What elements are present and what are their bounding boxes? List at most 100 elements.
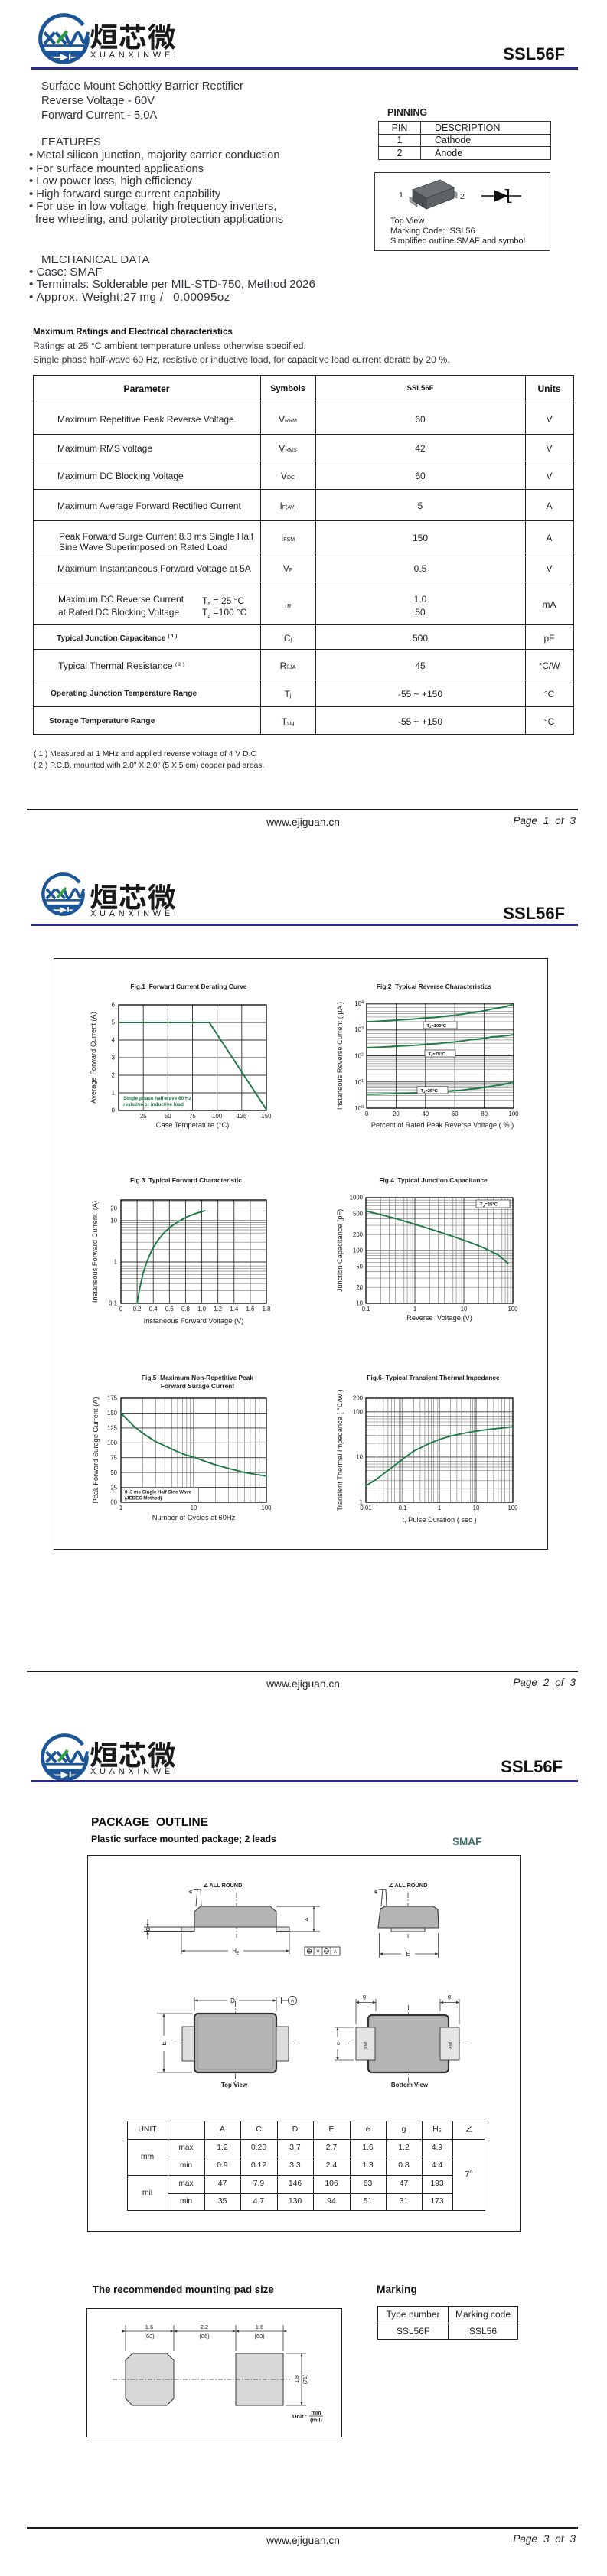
svg-text:8 .3 ms Single Half Sine Wave: 8 .3 ms Single Half Sine Wave: [125, 1490, 192, 1495]
svg-text:200: 200: [353, 1395, 364, 1402]
svg-text:50: 50: [110, 1469, 117, 1476]
svg-text:1: 1: [114, 1259, 117, 1266]
svg-text:1.6: 1.6: [246, 1306, 254, 1312]
svg-text:10: 10: [110, 1218, 117, 1224]
svg-text:150: 150: [107, 1410, 118, 1417]
svg-text:1: 1: [438, 1505, 441, 1511]
svg-text:A: A: [291, 1999, 295, 2004]
svg-text:(mil): (mil): [310, 2417, 322, 2424]
svg-text:Fig.3 Typical Forward Charact: Fig.3 Typical Forward Characteristic: [130, 1176, 242, 1184]
svg-text:0.01: 0.01: [360, 1505, 371, 1511]
svg-text:resistive or inductive load: resistive or inductive load: [123, 1102, 184, 1107]
svg-text:(86): (86): [199, 2333, 210, 2340]
svg-text:100: 100: [261, 1505, 272, 1511]
svg-text:Top View: Top View: [221, 2082, 248, 2089]
svg-text:20: 20: [110, 1205, 117, 1211]
svg-text:100: 100: [508, 1110, 519, 1117]
svg-text:1.8: 1.8: [295, 2375, 300, 2383]
svg-text:1: 1: [112, 1090, 115, 1097]
svg-text:1.0: 1.0: [197, 1306, 207, 1312]
svg-text:102: 102: [354, 1053, 364, 1060]
svg-text:pad: pad: [364, 2042, 369, 2049]
svg-text:10: 10: [191, 1505, 197, 1511]
svg-text:Forward Surage Current: Forward Surage Current: [161, 1382, 235, 1390]
svg-text:A: A: [303, 1917, 310, 1921]
svg-text:20: 20: [393, 1110, 400, 1117]
svg-text:5: 5: [112, 1019, 116, 1026]
svg-text:Peak Forward Surage Current (A: Peak Forward Surage Current (A): [92, 1397, 100, 1504]
svg-text:(63): (63): [254, 2333, 265, 2340]
svg-text:100: 100: [107, 1440, 118, 1446]
svg-text:1.4: 1.4: [230, 1306, 239, 1312]
svg-text:10: 10: [473, 1505, 480, 1511]
svg-text:1: 1: [360, 1499, 363, 1506]
svg-text:TJ=25°C: TJ=25°C: [421, 1089, 439, 1094]
svg-text:125: 125: [237, 1113, 247, 1120]
svg-text:4: 4: [112, 1037, 116, 1044]
svg-text:50: 50: [165, 1113, 171, 1120]
svg-text:E: E: [406, 1951, 410, 1958]
svg-text:25: 25: [140, 1113, 147, 1120]
svg-text:Fig.2 Typical Reverse Charact: Fig.2 Typical Reverse Characteristics: [377, 983, 492, 990]
svg-text:Single phase half-wave 60 Hz: Single phase half-wave 60 Hz: [123, 1096, 191, 1101]
svg-text:D: D: [230, 1997, 235, 2004]
svg-text:0: 0: [119, 1306, 123, 1312]
svg-text:1.2: 1.2: [214, 1306, 222, 1312]
svg-text:75: 75: [189, 1113, 196, 1120]
svg-text:100: 100: [507, 1306, 518, 1312]
svg-text:0.8: 0.8: [181, 1306, 190, 1312]
svg-text:75: 75: [110, 1454, 117, 1461]
svg-text:1.8: 1.8: [263, 1306, 271, 1312]
svg-text:1: 1: [413, 1306, 416, 1312]
svg-text:80: 80: [481, 1110, 488, 1117]
svg-text:Fig.6- Typical Transient Therm: Fig.6- Typical Transient Thermal Impedan…: [367, 1374, 500, 1381]
svg-text:1.6: 1.6: [256, 2323, 263, 2330]
svg-text:3: 3: [112, 1055, 115, 1061]
svg-text:100: 100: [507, 1505, 518, 1511]
svg-text:M: M: [325, 1950, 328, 1954]
svg-text:e: e: [335, 2042, 341, 2045]
svg-text:0.1: 0.1: [399, 1505, 407, 1511]
svg-text:10: 10: [356, 1454, 363, 1461]
svg-text:ALL ROUND: ALL ROUND: [210, 1882, 243, 1889]
svg-text:HE: HE: [232, 1948, 240, 1956]
svg-text:0.1: 0.1: [109, 1300, 117, 1307]
svg-text:100: 100: [354, 1105, 364, 1112]
svg-text:100: 100: [212, 1113, 223, 1120]
svg-text:Fig.1 Forward Current Deratin: Fig.1 Forward Current Derating Curve: [130, 983, 247, 990]
svg-text:mm: mm: [311, 2409, 321, 2416]
svg-text:Average Forward Current (A): Average Forward Current (A): [90, 1012, 97, 1104]
svg-text:0.2: 0.2: [133, 1306, 142, 1312]
svg-text:104: 104: [354, 1000, 364, 1007]
svg-text:(JEDEC Method): (JEDEC Method): [125, 1496, 162, 1502]
svg-text:1.6: 1.6: [145, 2323, 153, 2330]
svg-text:Number of Cycles at 60Hz: Number of Cycles at 60Hz: [152, 1514, 236, 1521]
svg-text:2: 2: [112, 1072, 115, 1079]
svg-text:0.1: 0.1: [362, 1306, 370, 1312]
svg-text:0.6: 0.6: [165, 1306, 174, 1312]
svg-text:Bottom View: Bottom View: [391, 2082, 429, 2089]
svg-text:50: 50: [356, 1264, 363, 1270]
svg-text:TJ=75°C: TJ=75°C: [429, 1052, 446, 1057]
svg-text:500: 500: [353, 1211, 364, 1218]
svg-text:100: 100: [353, 1247, 364, 1254]
svg-text:Case Temperature (°C): Case Temperature (°C): [156, 1121, 230, 1129]
svg-text:10: 10: [356, 1300, 363, 1307]
svg-text:g: g: [448, 1993, 451, 2000]
svg-text:1000: 1000: [350, 1195, 364, 1202]
svg-text:10: 10: [461, 1306, 468, 1312]
svg-text:150: 150: [261, 1113, 272, 1120]
svg-text:Instaneous Forward Voltage (V): Instaneous Forward Voltage (V): [144, 1317, 244, 1325]
svg-text:200: 200: [353, 1231, 364, 1238]
svg-text:TJ=25°C: TJ=25°C: [480, 1203, 498, 1208]
svg-text:101: 101: [354, 1079, 364, 1086]
svg-text:Unit :: Unit :: [292, 2413, 307, 2420]
svg-text:6: 6: [112, 1002, 115, 1009]
svg-text:20: 20: [356, 1284, 363, 1291]
svg-text:Junction Capacitance (pF): Junction Capacitance (pF): [336, 1209, 344, 1293]
svg-text:Reverse Voltage (V): Reverse Voltage (V): [406, 1314, 472, 1322]
svg-text:00: 00: [110, 1499, 117, 1506]
svg-text:0.4: 0.4: [149, 1306, 158, 1312]
svg-text:E: E: [161, 2041, 168, 2045]
svg-text:Fig.5 Maximum Non-Repetitive: Fig.5 Maximum Non-Repetitive Peak: [142, 1374, 253, 1381]
